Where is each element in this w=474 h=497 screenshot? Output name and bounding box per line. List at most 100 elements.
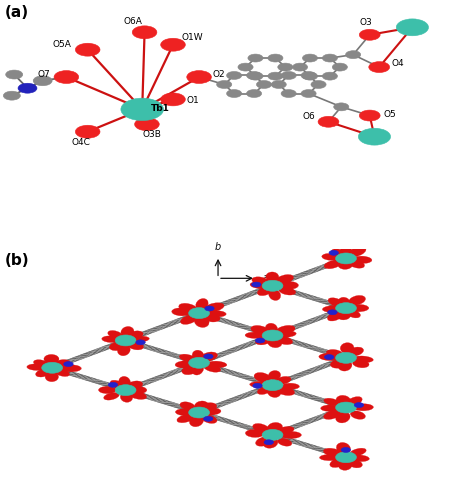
Ellipse shape [275, 386, 295, 396]
Ellipse shape [207, 311, 226, 317]
Text: O4C: O4C [71, 138, 90, 147]
Ellipse shape [277, 331, 296, 337]
Circle shape [302, 54, 318, 62]
Ellipse shape [118, 344, 130, 356]
Circle shape [346, 51, 361, 59]
Circle shape [256, 81, 272, 88]
Ellipse shape [324, 410, 342, 419]
Circle shape [3, 91, 20, 100]
Ellipse shape [265, 323, 277, 334]
Ellipse shape [274, 335, 292, 344]
Circle shape [359, 29, 380, 40]
Text: O5A: O5A [52, 40, 71, 49]
Ellipse shape [322, 306, 344, 312]
Circle shape [246, 72, 262, 80]
Text: O5: O5 [383, 110, 396, 119]
Circle shape [187, 71, 211, 83]
Ellipse shape [337, 442, 350, 454]
Ellipse shape [255, 336, 272, 345]
Circle shape [115, 335, 136, 346]
Ellipse shape [338, 260, 353, 269]
Text: O2: O2 [213, 70, 225, 79]
Circle shape [121, 98, 164, 120]
Ellipse shape [252, 277, 270, 285]
Text: O3: O3 [360, 18, 372, 27]
Ellipse shape [324, 398, 340, 406]
Ellipse shape [350, 411, 365, 419]
Ellipse shape [194, 316, 209, 328]
Circle shape [341, 447, 351, 452]
Ellipse shape [172, 308, 191, 316]
Ellipse shape [179, 354, 197, 363]
Ellipse shape [27, 364, 46, 370]
Ellipse shape [128, 336, 149, 342]
Circle shape [189, 308, 210, 319]
Text: b: b [215, 242, 221, 252]
Circle shape [217, 81, 232, 88]
Circle shape [64, 362, 73, 367]
Ellipse shape [128, 386, 147, 394]
Ellipse shape [336, 395, 351, 406]
Ellipse shape [266, 272, 279, 282]
Ellipse shape [36, 368, 51, 377]
Ellipse shape [60, 365, 82, 372]
Ellipse shape [246, 429, 264, 437]
Ellipse shape [175, 361, 194, 368]
Ellipse shape [328, 298, 345, 307]
Ellipse shape [110, 380, 126, 390]
Ellipse shape [44, 354, 59, 363]
Ellipse shape [180, 402, 195, 410]
Circle shape [336, 253, 356, 264]
Ellipse shape [347, 304, 369, 312]
Circle shape [311, 81, 326, 88]
Ellipse shape [277, 438, 292, 446]
Ellipse shape [353, 359, 369, 368]
Circle shape [336, 352, 356, 363]
Circle shape [268, 72, 283, 80]
Circle shape [264, 440, 273, 445]
Ellipse shape [126, 381, 143, 390]
Circle shape [334, 103, 349, 111]
Ellipse shape [275, 426, 294, 435]
Circle shape [322, 72, 337, 80]
Ellipse shape [328, 311, 343, 321]
Circle shape [42, 362, 63, 373]
Ellipse shape [267, 422, 283, 433]
Text: O7: O7 [37, 70, 50, 79]
Ellipse shape [120, 392, 133, 402]
Ellipse shape [201, 414, 217, 423]
Ellipse shape [348, 460, 362, 468]
Ellipse shape [181, 315, 198, 325]
Ellipse shape [127, 331, 143, 339]
Circle shape [281, 72, 296, 80]
Ellipse shape [349, 295, 365, 305]
Circle shape [332, 63, 347, 71]
Ellipse shape [102, 336, 119, 342]
Ellipse shape [336, 412, 350, 423]
Ellipse shape [203, 364, 221, 372]
Ellipse shape [121, 327, 134, 337]
Circle shape [54, 71, 79, 83]
Text: O1W: O1W [181, 33, 203, 42]
Text: O6A: O6A [123, 17, 142, 26]
Ellipse shape [281, 431, 301, 438]
Ellipse shape [253, 423, 270, 433]
Ellipse shape [353, 256, 372, 263]
Ellipse shape [257, 386, 272, 395]
Ellipse shape [267, 386, 281, 398]
Ellipse shape [207, 361, 227, 368]
Ellipse shape [346, 259, 365, 268]
Circle shape [354, 403, 364, 408]
Circle shape [132, 26, 157, 39]
Ellipse shape [330, 360, 346, 368]
Ellipse shape [127, 390, 146, 400]
Ellipse shape [109, 342, 125, 350]
Ellipse shape [202, 314, 220, 322]
Ellipse shape [331, 249, 347, 258]
Ellipse shape [127, 341, 144, 350]
Text: O6: O6 [302, 112, 315, 121]
Circle shape [189, 357, 210, 368]
Text: a: a [263, 273, 269, 283]
Circle shape [329, 250, 338, 255]
Ellipse shape [204, 303, 224, 312]
